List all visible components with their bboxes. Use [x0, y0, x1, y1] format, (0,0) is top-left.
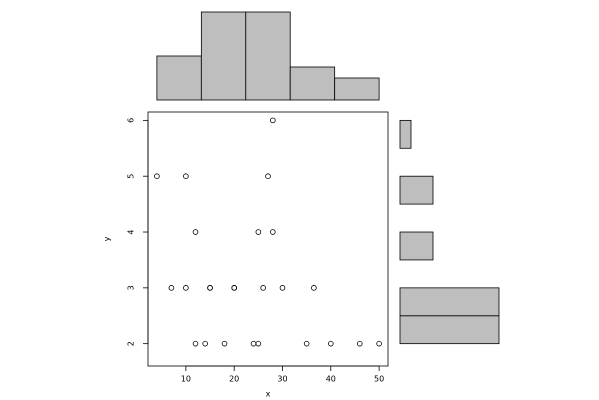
point: [376, 340, 382, 347]
hist-bar: [399, 119, 412, 149]
point: [270, 229, 276, 235]
point: [270, 117, 276, 124]
hist-bar: [399, 231, 434, 261]
point: [260, 285, 266, 291]
x-tick-label: 50: [374, 375, 384, 384]
point: [207, 285, 213, 291]
point: [192, 229, 199, 235]
hist-bar: [399, 315, 500, 345]
y-tick-label: 2: [127, 341, 136, 346]
y-axis-label: y: [103, 236, 112, 241]
point: [202, 340, 208, 347]
hist-bar: [399, 287, 500, 317]
y-tick-label: 5: [127, 174, 136, 179]
hist-bar: [289, 66, 336, 101]
point: [221, 340, 228, 347]
x-tick-label: 30: [277, 375, 287, 384]
point: [255, 340, 262, 347]
point: [265, 173, 271, 179]
hist-bar: [200, 11, 247, 101]
x-axis-label: x: [266, 390, 271, 399]
point: [183, 173, 189, 179]
point: [168, 285, 175, 291]
x-tick-label: 20: [229, 375, 239, 384]
point: [231, 285, 237, 291]
x-tick-label: 40: [326, 375, 336, 384]
point: [311, 285, 317, 291]
point: [250, 340, 257, 347]
point: [356, 340, 363, 347]
y-tick-label: 4: [127, 229, 136, 234]
point: [255, 229, 262, 235]
point: [328, 340, 334, 347]
hist-bar: [245, 11, 291, 101]
hist-bar: [399, 175, 434, 205]
point: [192, 340, 199, 347]
plot-frame: [147, 111, 389, 367]
y-tick-label: 3: [127, 285, 136, 290]
point: [154, 173, 160, 179]
hist-bar: [156, 55, 202, 101]
point: [279, 285, 286, 291]
hist-bar: [334, 77, 380, 101]
x-tick-label: 10: [181, 375, 191, 384]
point: [303, 340, 310, 347]
point: [183, 285, 189, 291]
y-tick-label: 6: [127, 118, 136, 123]
